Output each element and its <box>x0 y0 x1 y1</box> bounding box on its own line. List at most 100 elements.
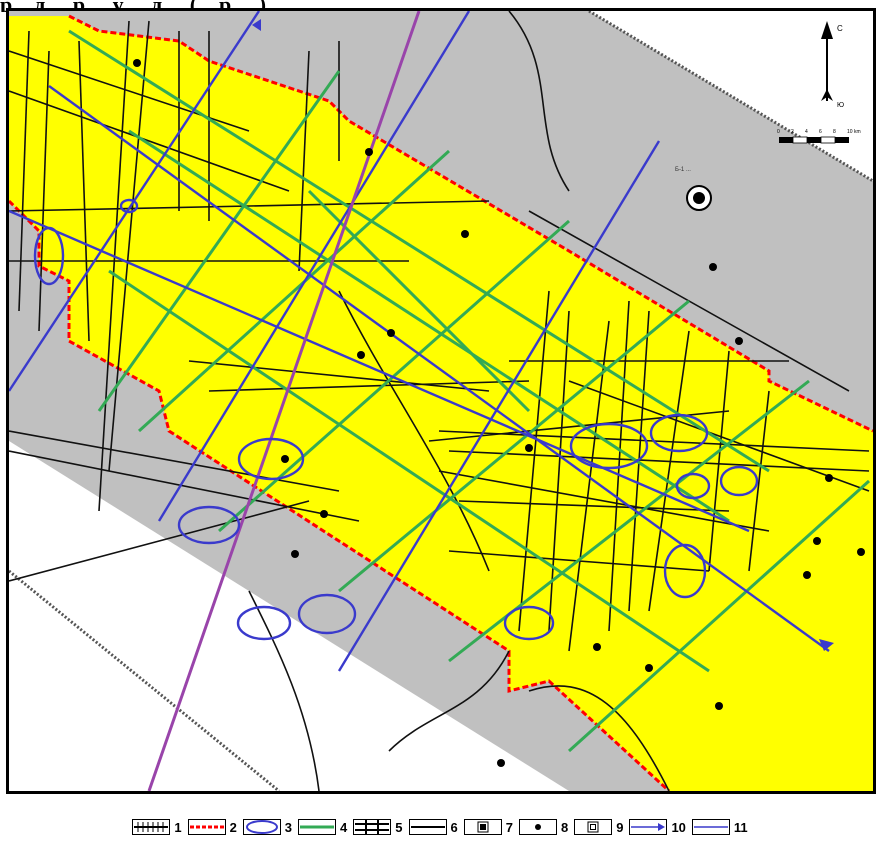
profile-2d <box>188 360 490 392</box>
well-dot <box>357 351 365 359</box>
profile-2d <box>38 50 50 332</box>
map-frame: Б-1 ... С Ю 0 2 4 6 8 10 km <box>6 8 876 794</box>
legend-item-1: 1 <box>132 819 182 835</box>
well-dot <box>365 148 373 156</box>
legend-label: 2 <box>229 819 237 835</box>
profile-2d <box>458 500 730 512</box>
curved-line <box>388 650 510 752</box>
anomaly-ellipse <box>33 226 65 286</box>
profile-3d <box>307 189 531 413</box>
profile-3d <box>567 479 871 753</box>
profile-2d <box>9 200 490 212</box>
profile-2d <box>708 350 730 572</box>
legend-item-3: 3 <box>242 819 293 835</box>
well-dot <box>645 664 653 672</box>
well-dot <box>825 474 833 482</box>
profile-2d <box>9 430 340 492</box>
curved-line <box>248 590 320 791</box>
anomaly-ellipse <box>177 505 241 545</box>
regional-lines <box>9 11 830 672</box>
well-label: Б-1 ... <box>675 167 691 173</box>
legend-label: 1 <box>174 819 182 835</box>
anomaly-ellipse <box>297 593 357 635</box>
profile-2d <box>568 320 610 652</box>
scale-tick: 8 <box>833 129 836 135</box>
profile-2d <box>648 330 690 612</box>
well-dot <box>387 329 395 337</box>
legend-label: 3 <box>284 819 293 835</box>
key-well <box>686 185 712 211</box>
blue-ellipse-icon <box>242 819 281 835</box>
profile-2d <box>9 500 310 582</box>
anomaly-ellipse <box>569 422 649 470</box>
wells <box>133 59 865 767</box>
scale-tick: 2 <box>791 129 794 135</box>
well-dot <box>461 230 469 238</box>
profile-3d <box>68 29 770 473</box>
anomaly-ellipse <box>503 605 555 641</box>
anomaly-ellipse <box>675 472 711 500</box>
dot-icon <box>518 819 557 835</box>
square-ring-icon <box>574 819 613 835</box>
well-dot <box>281 455 289 463</box>
well-dot <box>133 59 141 67</box>
scale-tick: 4 <box>805 129 808 135</box>
green-line-icon <box>298 819 337 835</box>
well-dot <box>320 510 328 518</box>
legend-item-11: 11 <box>691 819 748 835</box>
anomaly-ellipse <box>663 543 707 599</box>
blue-line-icon <box>691 819 730 835</box>
legend-item-6: 6 <box>408 819 458 835</box>
hatched-boundary-ne <box>588 11 873 183</box>
legend-label: 5 <box>395 819 403 835</box>
profile-2d <box>208 380 530 392</box>
legend-item-7: 7 <box>463 819 513 835</box>
well-dot <box>709 263 717 271</box>
license-boundary-north <box>68 14 873 433</box>
map-canvas: Б-1 ... С Ю 0 2 4 6 8 10 km <box>9 11 873 791</box>
legend-label: 6 <box>450 819 458 835</box>
well-dot <box>857 548 865 556</box>
legend-label: 11 <box>733 819 748 835</box>
profile-2d <box>9 90 290 192</box>
regional-line <box>337 140 661 672</box>
anomaly-ellipses <box>33 198 759 641</box>
profile-3d <box>128 129 730 523</box>
profile-3d <box>97 70 341 412</box>
curved-line <box>508 11 570 192</box>
profile-2d <box>78 40 90 342</box>
legend-item-2: 2 <box>187 819 237 835</box>
anomaly-ellipse <box>236 605 292 641</box>
curved-line <box>528 685 670 791</box>
profile-3d <box>338 299 690 593</box>
legend-label: 9 <box>616 819 624 835</box>
blue-arrow-line-icon <box>629 819 668 835</box>
anomaly-ellipse <box>719 465 759 497</box>
profile-2d <box>548 310 570 632</box>
well-dot <box>593 643 601 651</box>
scale-bar <box>779 136 849 144</box>
well-dot <box>803 571 811 579</box>
north-label: С <box>837 24 843 33</box>
grid-lines-icon <box>353 819 392 835</box>
legend-item-8: 8 <box>518 819 569 835</box>
south-label: Ю <box>837 102 844 109</box>
profile-3d <box>137 149 451 433</box>
legend-label: 7 <box>505 819 513 835</box>
scale-tick: 6 <box>819 129 822 135</box>
square-dot-icon <box>463 819 502 835</box>
legend: 1 2 3 4 5 <box>0 812 880 842</box>
profile-2d <box>298 50 310 272</box>
hatched-line-icon <box>132 819 171 835</box>
well-dot <box>497 759 505 767</box>
regional-line <box>9 209 750 533</box>
profile-2d <box>568 380 870 492</box>
license-boundary <box>9 199 671 791</box>
legend-label: 8 <box>560 819 569 835</box>
well-dot <box>735 337 743 345</box>
regional-line-purple <box>147 11 421 791</box>
scale-tick: 0 <box>777 129 780 135</box>
well-dot <box>291 550 299 558</box>
regional-line <box>48 85 830 652</box>
arrow-head <box>819 639 834 651</box>
